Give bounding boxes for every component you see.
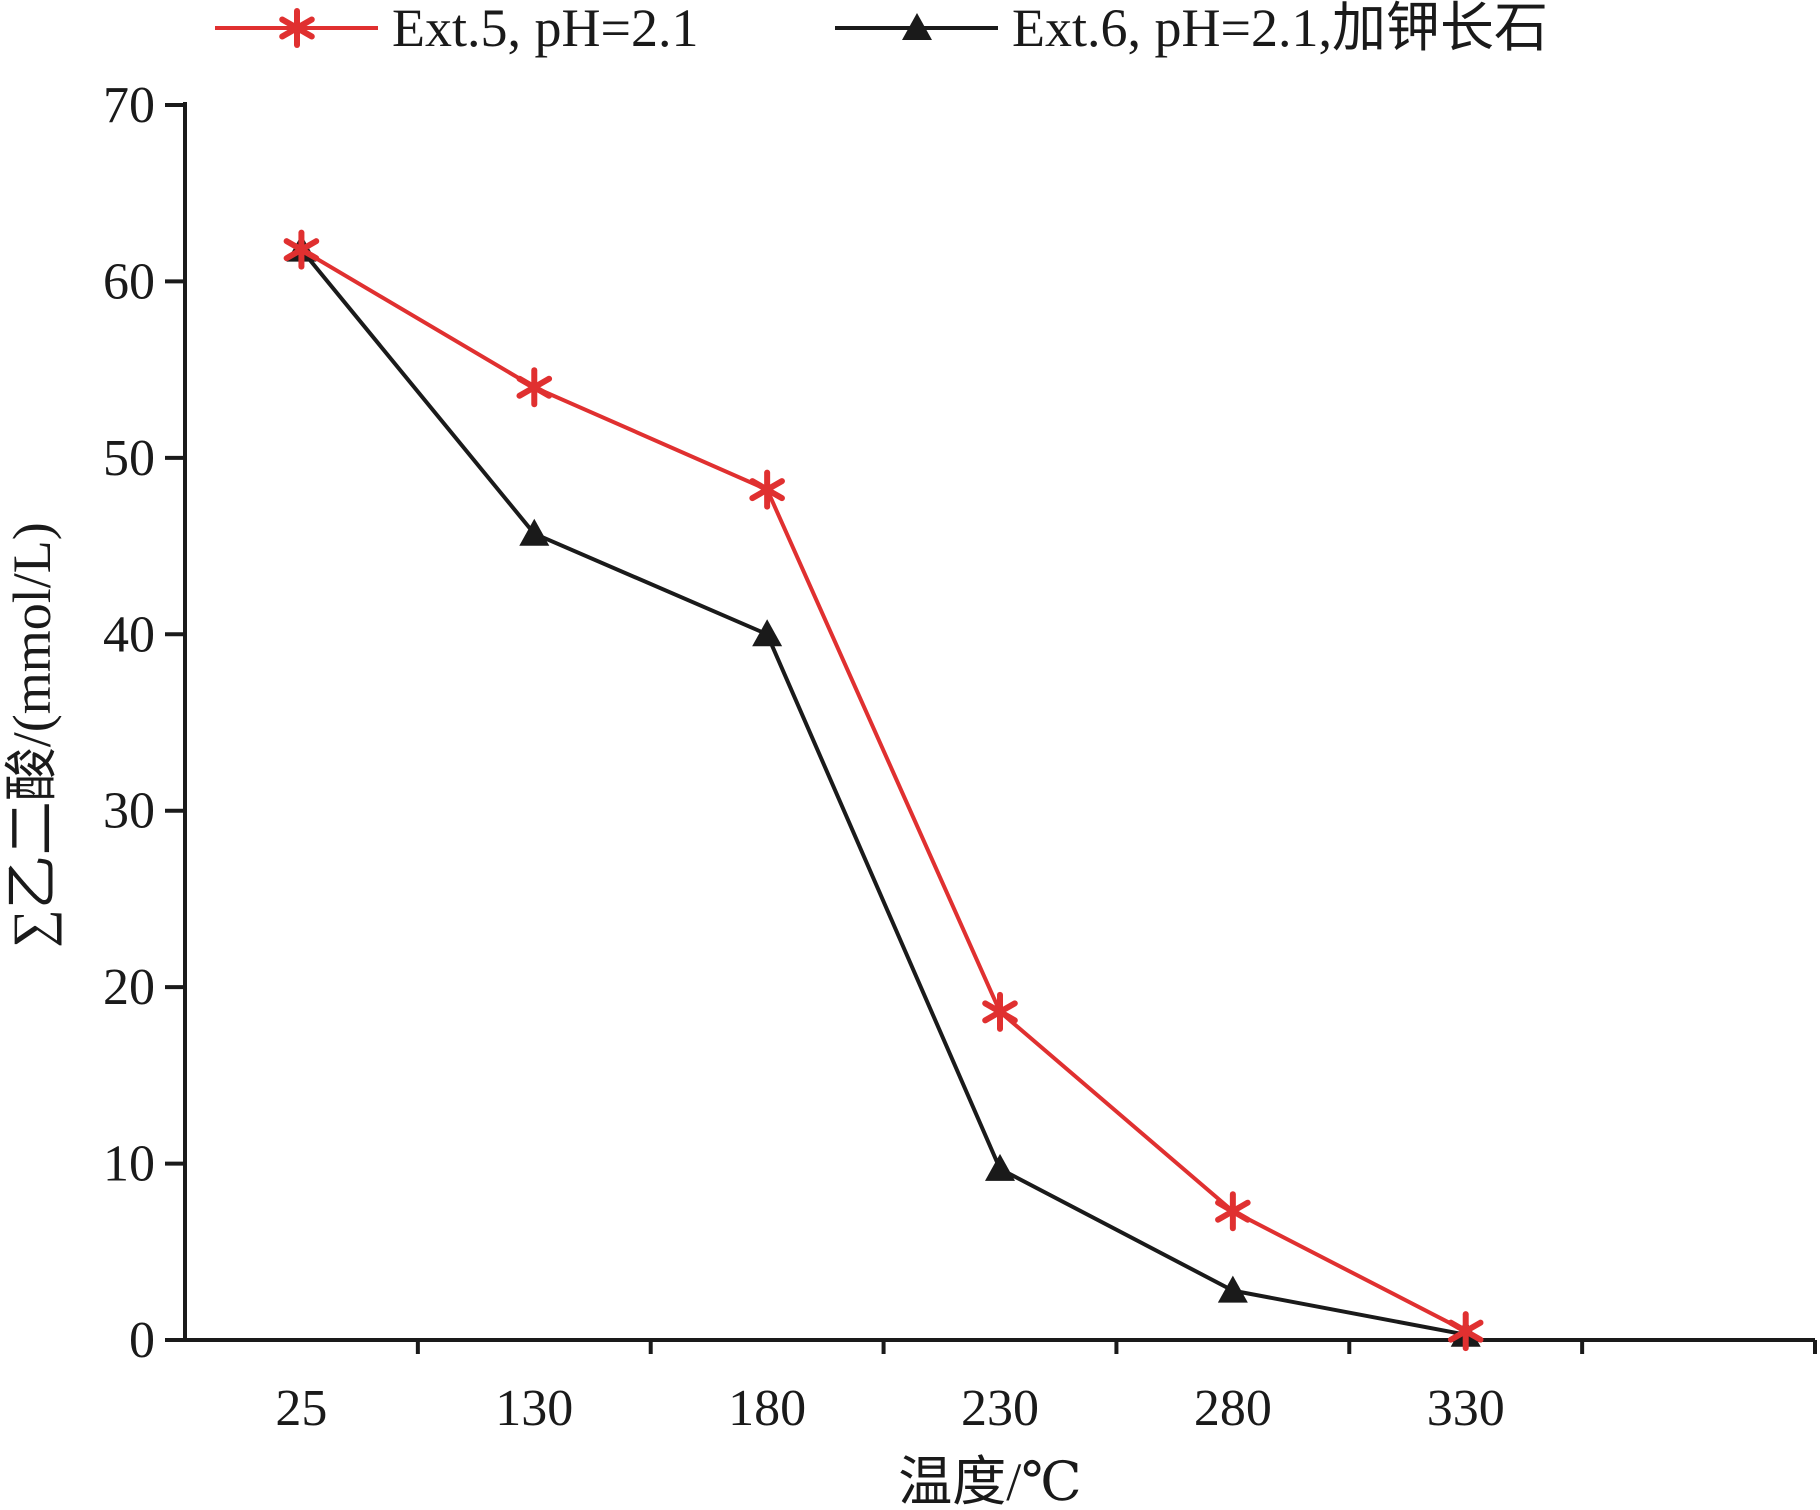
series-1-point-2 <box>752 619 783 647</box>
series-0-point-4 <box>1215 1191 1251 1232</box>
series-0-point-2 <box>749 469 785 510</box>
y-tick-label-0: 0 <box>129 1312 155 1369</box>
series-0-point-5 <box>1447 1311 1484 1352</box>
series-line-1 <box>299 248 1467 1337</box>
series-0-point-1 <box>516 367 553 408</box>
series-1-point-1 <box>519 518 550 546</box>
x-tick-label-3: 230 <box>961 1380 1039 1437</box>
y-tick-label-2: 20 <box>103 959 155 1016</box>
legend: Ext.5, pH=2.1 Ext.6, pH=2.1,加钾长石 <box>215 0 1548 58</box>
x-tick-label-4: 280 <box>1194 1380 1272 1437</box>
series-1-point-3 <box>985 1153 1015 1181</box>
y-tick-label-1: 10 <box>103 1136 155 1193</box>
series-layer <box>283 229 1484 1352</box>
series-line-0 <box>300 247 1467 1333</box>
legend-marker-ext6-shape <box>902 13 932 40</box>
y-axis-title: ∑乙二酸/(mmol/L) <box>2 522 62 947</box>
legend-marker-ext5-shape <box>279 8 315 48</box>
x-tick-label-1: 130 <box>495 1380 573 1437</box>
series-0-point-0 <box>283 229 320 270</box>
series-1-point-4 <box>1217 1275 1248 1303</box>
axes: 0 10 20 30 40 50 60 70 25 130 180 230 280 330 <box>103 77 1817 1437</box>
y-tick-label-3: 30 <box>103 783 155 840</box>
legend-label-ext6: Ext.6, pH=2.1,加钾长石 <box>1012 0 1548 58</box>
x-axis-title: 温度/℃ <box>898 1452 1081 1510</box>
y-tick-label-4: 40 <box>103 606 155 663</box>
y-tick-label-6: 60 <box>103 253 155 310</box>
x-tick-label-2: 180 <box>728 1380 806 1437</box>
x-tick-label-0: 25 <box>275 1380 327 1437</box>
legend-label-ext5: Ext.5, pH=2.1 <box>392 0 698 58</box>
y-tick-label-7: 70 <box>103 77 155 134</box>
legend-marker-ext5 <box>279 8 315 48</box>
series-0-point-3 <box>982 991 1018 1032</box>
x-tick-label-5: 330 <box>1427 1380 1505 1437</box>
y-tick-label-5: 50 <box>103 430 155 487</box>
legend-marker-ext6 <box>902 13 932 40</box>
